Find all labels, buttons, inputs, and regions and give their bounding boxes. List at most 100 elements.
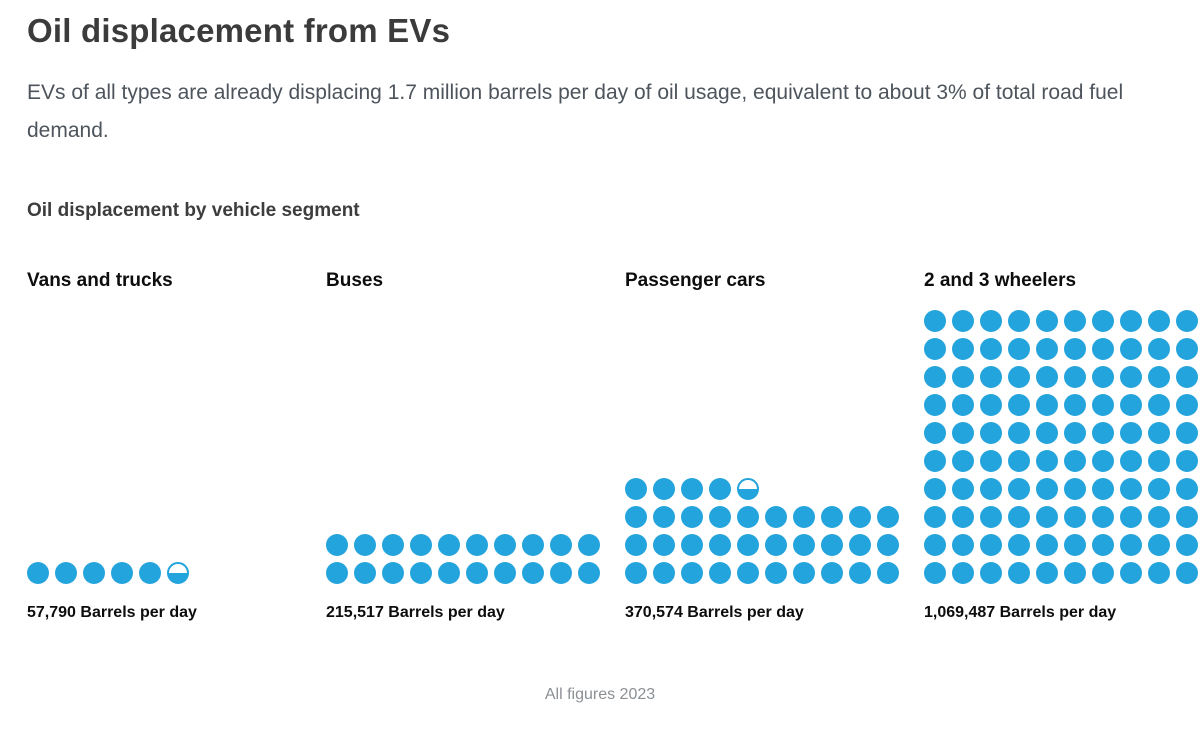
unit-dot-icon [1092,338,1114,360]
unit-dot-icon [1120,562,1142,584]
chart-footnote: All figures 2023 [544,686,656,703]
unit-dot-icon [466,562,488,584]
dot-row [924,450,1198,472]
unit-dot-icon [980,366,1002,388]
unit-dot-icon [1120,478,1142,500]
dot-row [924,394,1198,416]
unit-dot-icon [1064,366,1086,388]
unit-dot-icon [952,394,974,416]
unit-dot-icon [1120,506,1142,528]
unit-dot-icon [522,562,544,584]
unit-dot-icon [980,338,1002,360]
unit-dot-icon [1176,506,1198,528]
unit-dot-icon [952,422,974,444]
unit-dot-icon [765,562,787,584]
unit-dot-icon [952,450,974,472]
unit-dot-icon [1036,422,1058,444]
unit-dot-icon [821,506,843,528]
unit-dot-icon [382,534,404,556]
unit-dot-icon [924,562,946,584]
unit-dot-icon [1036,366,1058,388]
unit-dot-icon [1092,394,1114,416]
unit-dot-icon [1148,338,1170,360]
unit-dot-icon [1036,338,1058,360]
segment-header: Passenger cars [625,270,766,291]
unit-dot-icon [1008,478,1030,500]
unit-dot-icon [139,562,161,584]
dot-row [625,534,899,556]
unit-dot-icon [1064,422,1086,444]
half-unit-dot-icon [737,478,759,500]
unit-dot-icon [653,506,675,528]
unit-dot-icon [1148,450,1170,472]
unit-dot-icon [550,534,572,556]
dot-row [924,562,1198,584]
dot-grid [326,308,600,584]
unit-dot-icon [793,562,815,584]
segment-column-2-and-3-wheelers: 2 and 3 wheelers 1,069,487 Barrels per d… [924,270,1198,622]
unit-dot-icon [952,506,974,528]
unit-dot-icon [1036,534,1058,556]
unit-dot-icon [1064,338,1086,360]
unit-dot-icon [354,562,376,584]
unit-dot-icon [1008,338,1030,360]
unit-dot-icon [709,562,731,584]
unit-dot-icon [1036,310,1058,332]
unit-dot-icon [1148,366,1170,388]
unit-dot-icon [625,534,647,556]
unit-dot-icon [1176,310,1198,332]
unit-dot-icon [924,422,946,444]
unit-dot-icon [1008,422,1030,444]
unit-dot-icon [1176,562,1198,584]
unit-dot-icon [924,310,946,332]
unit-dot-icon [1092,534,1114,556]
unit-dot-icon [924,450,946,472]
unit-dot-icon [980,310,1002,332]
unit-dot-icon [1092,422,1114,444]
unit-dot-icon [625,562,647,584]
dot-row [924,534,1198,556]
unit-dot-icon [1120,422,1142,444]
unit-dot-icon [382,562,404,584]
unit-dot-icon [1120,338,1142,360]
unit-dot-icon [653,562,675,584]
unit-dot-icon [709,478,731,500]
segment-value-label: 1,069,487 Barrels per day [924,604,1117,621]
unit-dot-icon [27,562,49,584]
unit-dot-icon [765,506,787,528]
dot-row [27,562,301,584]
unit-dot-icon [877,562,899,584]
unit-dot-icon [1176,534,1198,556]
page-subtitle: EVs of all types are already displacing … [27,81,1124,142]
unit-dot-icon [326,534,348,556]
unit-dot-icon [877,506,899,528]
half-unit-dot-icon [167,562,189,584]
unit-dot-icon [1064,562,1086,584]
unit-dot-icon [924,366,946,388]
unit-dot-icon [737,506,759,528]
unit-dot-icon [877,534,899,556]
unit-dot-icon [1120,534,1142,556]
unit-dot-icon [681,478,703,500]
unit-dot-icon [709,534,731,556]
unit-dot-icon [1008,366,1030,388]
unit-dot-icon [1064,450,1086,472]
segment-value-label: 370,574 Barrels per day [625,604,804,621]
unit-dot-icon [1148,310,1170,332]
unit-dot-icon [1092,478,1114,500]
unit-dot-icon [1064,310,1086,332]
page-title: Oil displacement from EVs [27,12,451,49]
unit-dot-icon [1148,506,1170,528]
unit-dot-icon [980,422,1002,444]
unit-dot-icon [821,562,843,584]
segment-value-label: 57,790 Barrels per day [27,604,197,621]
unit-dot-icon [1148,394,1170,416]
unit-dot-icon [1008,310,1030,332]
unit-dot-icon [1176,366,1198,388]
dot-grid [27,308,301,584]
unit-dot-icon [737,562,759,584]
unit-dot-icon [1008,534,1030,556]
unit-dot-icon [793,506,815,528]
dot-row [326,562,600,584]
segment-column-buses: Buses 215,517 Barrels per day [326,270,600,622]
